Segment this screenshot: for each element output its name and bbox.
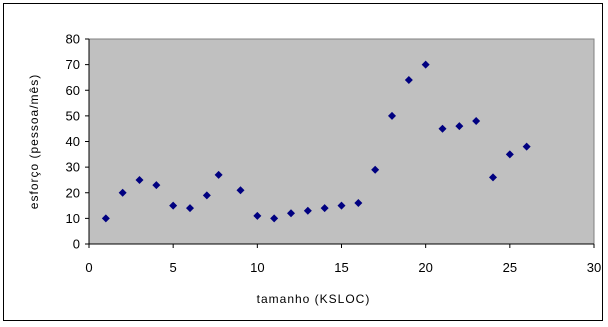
y-tick-label: 80 (66, 32, 80, 47)
y-tick-label: 0 (73, 237, 80, 252)
data-point (404, 76, 413, 84)
data-point (287, 209, 295, 218)
data-point (522, 142, 531, 151)
x-tick-label: 0 (85, 260, 92, 275)
data-point (101, 214, 110, 223)
data-point (438, 124, 447, 133)
plot-area (88, 38, 595, 245)
y-axis-title: esforço (pessoa/mês) (27, 74, 41, 209)
data-point (236, 186, 245, 195)
data-point (472, 117, 481, 125)
data-point (202, 191, 211, 200)
y-tick-label: 70 (66, 57, 80, 72)
y-tick-label: 50 (66, 108, 80, 123)
x-tick-label: 15 (334, 260, 348, 275)
data-point (489, 173, 497, 182)
data-point (455, 122, 464, 131)
x-tick-label: 30 (587, 260, 601, 275)
data-point (320, 204, 329, 213)
x-tick-label: 20 (418, 260, 432, 275)
x-tick-label: 25 (503, 260, 517, 275)
data-point (253, 211, 262, 220)
data-point (186, 204, 194, 213)
y-tick-label: 10 (66, 211, 80, 226)
y-tick-label: 60 (66, 83, 80, 98)
y-tick-label: 20 (66, 185, 80, 200)
data-point (270, 214, 279, 223)
x-axis-title: tamanho (KSLOC) (257, 292, 371, 306)
y-tick-label: 40 (66, 134, 80, 149)
y-tick-label: 30 (66, 160, 80, 175)
data-point (388, 111, 396, 120)
data-points (101, 60, 531, 223)
x-tick-label: 10 (250, 260, 264, 275)
data-point (354, 199, 363, 207)
x-tick-label: 5 (170, 260, 177, 275)
data-point (505, 150, 514, 159)
data-point (421, 60, 430, 69)
data-point (152, 181, 161, 190)
x-axis-ticks: 0 5 10 15 20 25 30 (85, 244, 601, 275)
data-point (337, 201, 346, 210)
data-point (135, 175, 144, 184)
data-point (169, 201, 178, 210)
data-point (303, 206, 312, 215)
y-axis-ticks: 0 10 20 30 40 50 60 70 80 (66, 32, 89, 252)
data-point (118, 188, 127, 197)
data-point (371, 165, 380, 174)
data-point (214, 170, 223, 179)
